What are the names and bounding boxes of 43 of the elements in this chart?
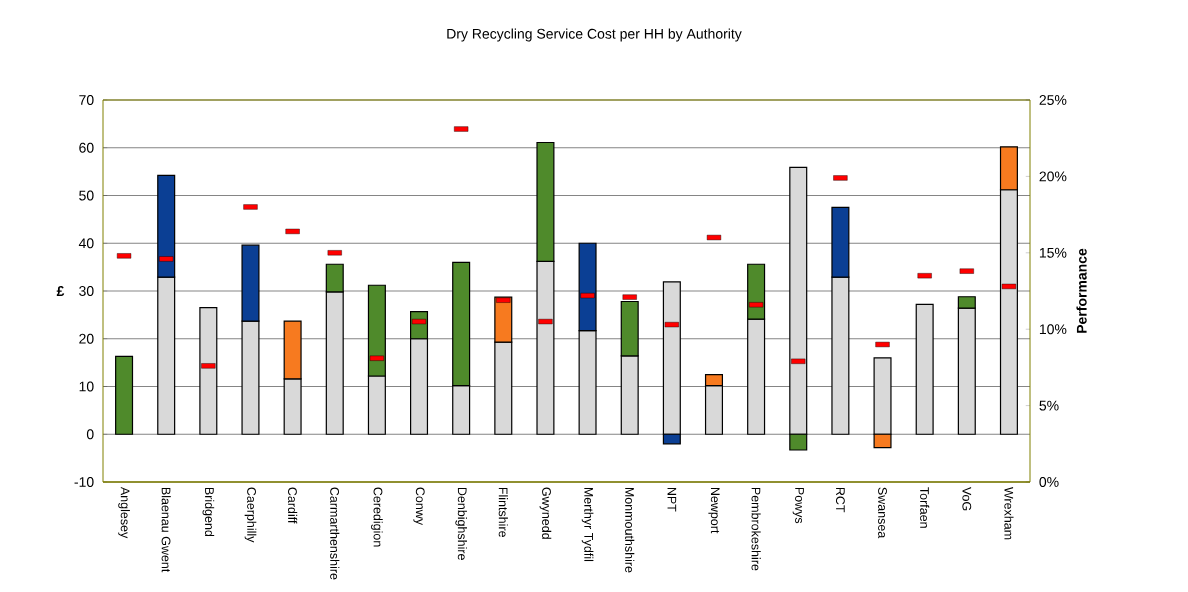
x-tick-label: VoG	[962, 486, 972, 511]
x-tick-label: Denbighshire	[455, 487, 467, 560]
x-tick-label: Torfaen	[920, 487, 930, 528]
y-tick-label: 0	[86, 429, 94, 440]
y2-tick-label: 10%	[1039, 324, 1067, 335]
x-tick-label: Monmouthshire	[625, 487, 635, 573]
y2-tick-label: 20%	[1039, 171, 1067, 182]
x-tick-label: Caerphilly	[244, 487, 257, 543]
bar	[199, 307, 218, 435]
y-tick-label: 10	[79, 381, 94, 392]
y2-tick-label: 25%	[1039, 95, 1067, 105]
bar	[915, 303, 934, 435]
x-tick-label: Pembrokeshire	[751, 487, 761, 571]
y2-axis-title: Performance	[1076, 248, 1087, 333]
y-tick-label: 60	[79, 142, 94, 153]
bar	[115, 355, 134, 435]
x-tick-label: Ceredigion	[371, 487, 383, 547]
y-tick-label: 40	[78, 238, 94, 249]
y-tick-label: 70	[79, 95, 94, 105]
x-tick-label: Anglesey	[118, 486, 130, 539]
y-tick-label: 20	[79, 333, 94, 344]
x-tick-label: Cardiff	[288, 487, 298, 524]
x-tick-label: RCT	[835, 487, 845, 513]
x-tick-label: Powys	[792, 487, 804, 524]
x-tick-label: Swansea	[878, 487, 887, 539]
y-tick-label: -10	[74, 477, 94, 487]
x-tick-label: Blaenau Gwent	[161, 487, 171, 573]
x-tick-label: Conwy	[413, 487, 425, 526]
x-tick-label: Flintshire	[498, 487, 508, 538]
x-tick-label: Gwynedd	[539, 487, 552, 539]
chart-title: Dry Recycling Service Cost per HH by Authority	[447, 28, 742, 42]
x-tick-label: Carmarthenshire	[330, 487, 340, 580]
x-tick-label: Newport	[708, 487, 720, 534]
x-tick-label: NPT	[667, 487, 677, 512]
y-axis-title: £	[56, 286, 65, 296]
x-tick-label: Wrexham	[1004, 486, 1014, 540]
y2-tick-label: 5%	[1039, 400, 1059, 411]
y2-tick-label: 0%	[1039, 477, 1059, 487]
x-tick-label: Merthyr Tydfil	[581, 487, 594, 562]
y2-tick-label: 15%	[1039, 247, 1067, 258]
y-tick-label: 50	[79, 190, 94, 201]
x-tick-label: Bridgend	[202, 487, 215, 537]
y-tick-label: 30	[79, 286, 94, 296]
